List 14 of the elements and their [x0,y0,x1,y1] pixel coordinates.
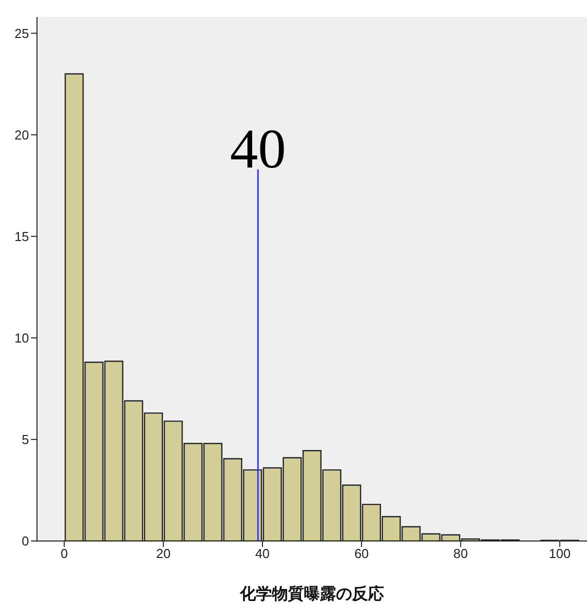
y-tick-label: 10 [14,330,29,346]
x-tick-label: 80 [453,546,468,562]
y-tick-label: 20 [14,127,29,142]
annotation: 40 [230,118,286,180]
y-tick-label: 5 [22,432,29,448]
y-tick-label: 15 [14,228,29,244]
y-tick-label: 0 [22,534,29,549]
x-axis-title: 化学物質曝露の反応 [239,584,384,603]
x-tick-label: 40 [255,546,270,562]
x-tick-label: 0 [60,546,68,562]
x-tick-label: 20 [156,546,171,562]
x-tick-label: 60 [354,546,369,562]
y-tick-label: 25 [14,26,29,41]
x-tick-label: 100 [548,546,571,562]
